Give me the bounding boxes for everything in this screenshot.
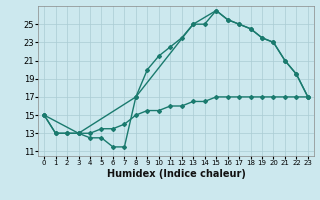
X-axis label: Humidex (Indice chaleur): Humidex (Indice chaleur) — [107, 169, 245, 179]
